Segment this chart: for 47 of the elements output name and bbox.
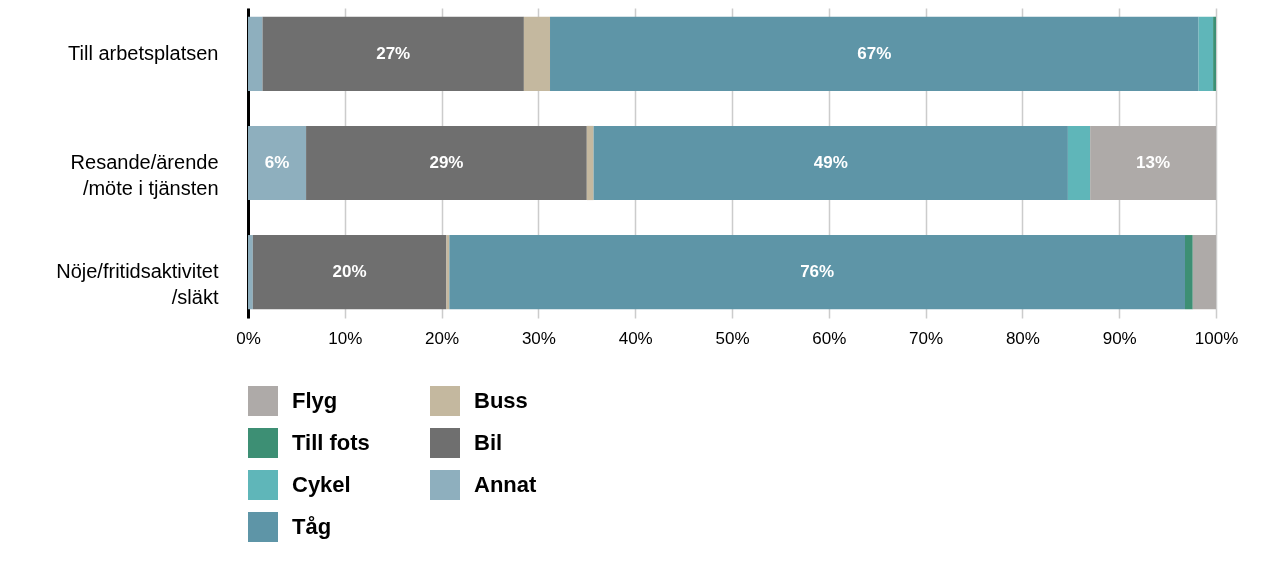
bar [586, 125, 594, 201]
x-tick-label: 30% [521, 328, 556, 348]
bar [550, 16, 1199, 91]
bar [262, 16, 524, 91]
x-tick-label: 80% [1005, 328, 1040, 348]
legend-label: Cykel [292, 472, 351, 497]
bar [248, 235, 253, 310]
x-tick-label: 100% [1194, 328, 1239, 348]
bar [446, 235, 450, 310]
legend-label: Till fots [292, 430, 370, 455]
bar [248, 125, 307, 201]
data-label: 6% [264, 153, 290, 172]
bar [1090, 125, 1216, 201]
data-label: 27% [376, 43, 411, 63]
bar [306, 125, 587, 201]
x-tick-label: 10% [328, 328, 363, 348]
bar [1067, 125, 1091, 201]
x-tick-label: 60% [812, 328, 847, 348]
bar [1185, 235, 1193, 310]
data-label: 67% [857, 43, 892, 63]
data-label: 76% [800, 262, 835, 282]
y-tick-label: Nöje/fritidsaktivitet /släkt [56, 260, 219, 309]
data-label: 20% [332, 262, 367, 282]
legend-label: Tåg [292, 514, 332, 539]
y-tick-label: Resande/ärende /möte i tjänsten [70, 151, 219, 199]
data-label: 49% [813, 153, 848, 172]
legend-label: Annat [474, 472, 537, 497]
bar [248, 16, 263, 91]
legend-label: Buss [474, 388, 528, 413]
legend-label: Bil [474, 430, 503, 455]
bar [1192, 235, 1216, 310]
x-tick-label: 40% [618, 328, 653, 348]
data-label: 29% [429, 153, 464, 172]
y-tick-label: Till arbetsplatsen [68, 41, 219, 64]
bar [593, 125, 1068, 201]
bar [252, 235, 447, 310]
x-tick-label: 70% [909, 328, 944, 348]
bar [1198, 16, 1214, 91]
x-tick-label: 20% [425, 328, 460, 348]
x-tick-label: 90% [1102, 328, 1137, 348]
bar [1213, 16, 1216, 91]
x-tick-label: 0% [236, 328, 261, 348]
bar [523, 16, 551, 91]
x-tick-label: 50% [715, 328, 750, 348]
legend-label: Flyg [292, 388, 338, 413]
data-label: 13% [1136, 153, 1171, 172]
bar [449, 235, 1186, 310]
